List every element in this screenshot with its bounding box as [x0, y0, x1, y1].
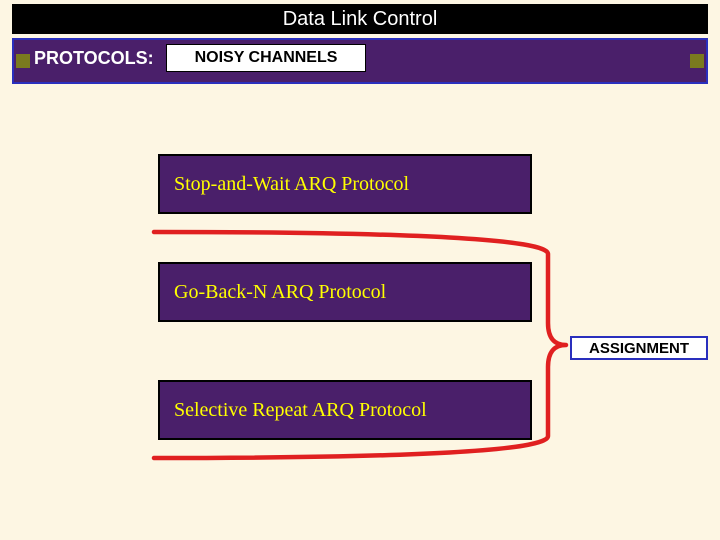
protocols-chip: NOISY CHANNELS — [166, 44, 366, 72]
protocols-label: PROTOCOLS: — [34, 48, 154, 69]
protocols-chip-text: NOISY CHANNELS — [195, 49, 338, 67]
protocol-box: Go-Back-N ARQ Protocol — [158, 262, 532, 322]
assignment-label: ASSIGNMENT — [589, 340, 689, 357]
bullet-icon — [16, 54, 30, 68]
protocol-label: Selective Repeat ARQ Protocol — [174, 399, 427, 422]
assignment-chip: ASSIGNMENT — [570, 336, 708, 360]
title-bar: Data Link Control — [12, 4, 708, 34]
protocol-label: Stop-and-Wait ARQ Protocol — [174, 173, 409, 196]
protocol-box: Stop-and-Wait ARQ Protocol — [158, 154, 532, 214]
protocol-label: Go-Back-N ARQ Protocol — [174, 281, 386, 304]
slide-title: Data Link Control — [283, 8, 438, 31]
bullet-icon — [690, 54, 704, 68]
protocol-box: Selective Repeat ARQ Protocol — [158, 380, 532, 440]
